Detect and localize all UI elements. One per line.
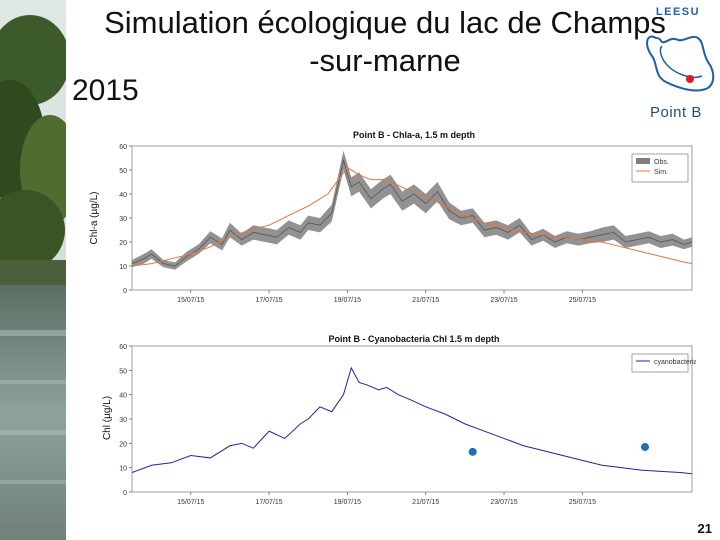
chart1-ytick-label: 0 <box>123 288 127 295</box>
chart1-xtick-label: 19/07/15 <box>334 297 361 304</box>
chart2-title: Point B - Cyanobacteria Chl 1.5 m depth <box>328 334 499 344</box>
chart1-title: Point B - Chla-a, 1.5 m depth <box>353 130 475 140</box>
cyanobacteria-chart: Point B - Cyanobacteria Chl 1.5 m depth … <box>102 334 696 506</box>
chart1-legend-label: Obs. <box>654 159 669 166</box>
chart1-series-line-1 <box>131 166 693 267</box>
chart1-ytick-label: 10 <box>119 264 127 271</box>
chart2-ytick-label: 10 <box>119 466 127 473</box>
chart2-xtick-label: 19/07/15 <box>334 499 361 506</box>
lake-location-map: LEESU <box>646 4 715 92</box>
chart2-xtick-label: 21/07/15 <box>412 499 439 506</box>
leesu-logo-text: LEESU <box>656 6 700 18</box>
lake-outline-icon <box>646 35 715 92</box>
chart2-ytick-label: 20 <box>119 441 127 448</box>
chart2-ytick-label: 60 <box>119 344 127 351</box>
chart1-plot-area <box>131 145 693 291</box>
chart1-legend-label: Sim. <box>654 169 668 176</box>
chla-chart: Point B - Chla-a, 1.5 m depth Chl-a (µg/… <box>89 130 693 304</box>
chart2-series-line-0 <box>131 366 693 475</box>
chart1-xtick-label: 23/07/15 <box>490 297 517 304</box>
chart1-ytick-label: 50 <box>119 168 127 175</box>
chart2-xtick-label: 23/07/15 <box>490 499 517 506</box>
lake-inner-outline-icon <box>659 45 703 78</box>
chart1-xtick-label: 25/07/15 <box>569 297 596 304</box>
chart2-ytick-label: 40 <box>119 393 127 400</box>
chart1-legend-swatch <box>636 158 650 164</box>
chart2-plot-area <box>131 345 693 493</box>
slide-title: Simulation écologique du lac de Champs -… <box>70 4 700 80</box>
chart2-ylabel: Chl (µg/L) <box>102 396 113 440</box>
chart2-xtick-label: 25/07/15 <box>569 499 596 506</box>
slide-title-line2: -sur-marne <box>309 43 461 78</box>
chart2-observation-point <box>641 442 650 451</box>
point-b-label: Point B <box>650 104 702 121</box>
slide-title-line1: Simulation écologique du lac de Champs <box>104 5 666 40</box>
chart1-ytick-label: 40 <box>119 192 127 199</box>
chart1-xtick-label: 15/07/15 <box>177 297 204 304</box>
chart1-ytick-label: 60 <box>119 144 127 151</box>
chart2-xtick-label: 15/07/15 <box>177 499 204 506</box>
year-label: 2015 <box>72 74 139 107</box>
chart2-xtick-label: 17/07/15 <box>255 499 282 506</box>
lake-photo-strip <box>0 0 66 540</box>
chart2-legend <box>631 353 689 373</box>
chart1-ytick-label: 30 <box>119 216 127 223</box>
chart2-observation-point <box>468 447 477 456</box>
chart1-xtick-label: 21/07/15 <box>412 297 439 304</box>
chart1-xtick-label: 17/07/15 <box>255 297 282 304</box>
chart1-ytick-label: 20 <box>119 240 127 247</box>
leesu-logo: LEESU <box>648 4 708 18</box>
chart2-ytick-label: 30 <box>119 417 127 424</box>
page-number: 21 <box>697 521 712 536</box>
chart2-ytick-label: 50 <box>119 368 127 375</box>
chart2-ytick-label: 0 <box>123 490 127 497</box>
point-b-marker-icon <box>686 75 694 83</box>
chart1-ylabel: Chl-a (µg/L) <box>89 192 100 245</box>
chart2-legend-label: cyanobacteria <box>654 359 696 366</box>
